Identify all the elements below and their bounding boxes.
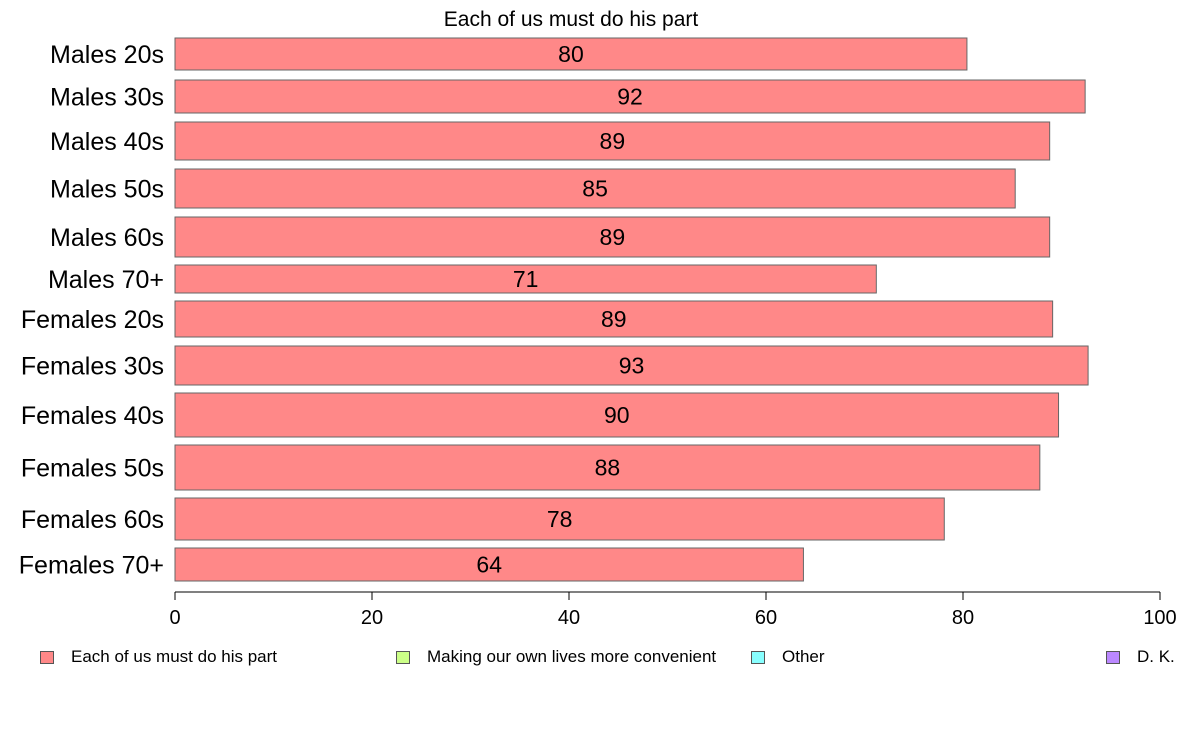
bar (174, 121, 1051, 161)
bar-value-label: 71 (513, 266, 539, 292)
bar-value-label: 93 (619, 353, 645, 379)
legend-swatch (751, 650, 765, 664)
category-label: Females 20s (21, 306, 164, 334)
bar-value-label: 85 (582, 176, 608, 202)
x-tick-label: 60 (755, 607, 777, 629)
category-labels: Males 20s Males 30s Males 40s Males 50s Male… (19, 41, 164, 580)
category-label: Males 70+ (48, 266, 164, 294)
legend-item: D. K. (1106, 647, 1175, 667)
legend: Each of us must do his part Making our o… (0, 647, 1188, 667)
bar (174, 216, 1051, 258)
x-tick-label: 0 (169, 607, 180, 629)
x-tick-label: 40 (558, 607, 580, 629)
legend-label: Each of us must do his part (71, 647, 277, 666)
bar (174, 79, 1086, 114)
bar (174, 497, 945, 541)
bar-value-label: 88 (595, 455, 621, 481)
x-axis: 0 20 40 60 80 100 (169, 591, 1177, 629)
x-tick-label: 20 (361, 607, 383, 629)
category-label: Males 20s (50, 41, 164, 69)
bar-value-label: 80 (558, 41, 584, 67)
bar-value-label: 89 (600, 128, 626, 154)
category-label: Males 30s (50, 84, 164, 112)
category-label: Females 30s (21, 353, 164, 381)
x-tick-label: 80 (952, 607, 974, 629)
bar (174, 444, 1041, 491)
bar (174, 264, 877, 294)
category-label: Females 40s (21, 402, 164, 430)
bar (174, 300, 1054, 338)
bar-value-label: 89 (601, 306, 627, 332)
bar (174, 37, 968, 71)
category-label: Females 70+ (19, 552, 164, 580)
bar-value-label: 90 (604, 402, 630, 428)
category-label: Males 40s (50, 128, 164, 156)
bar (174, 547, 804, 582)
bars-group: 80 92 89 85 89 71 89 93 90 88 78 64 (174, 37, 1089, 582)
legend-swatch (1106, 650, 1120, 664)
bar-value-label: 64 (476, 552, 502, 578)
legend-label: Making our own lives more convenient (427, 647, 717, 666)
x-tick-label: 100 (1143, 607, 1176, 629)
legend-item: Other (751, 647, 825, 667)
bar-value-label: 78 (547, 506, 573, 532)
bar (174, 168, 1016, 209)
legend-label: D. K. (1137, 647, 1175, 666)
bar-value-label: 89 (600, 224, 626, 250)
category-label: Females 60s (21, 506, 164, 534)
bar (174, 392, 1060, 438)
bar-value-label: 92 (617, 84, 643, 110)
chart-title: Each of us must do his part (444, 8, 699, 31)
legend-swatch (396, 650, 410, 664)
legend-item: Making our own lives more convenient (396, 647, 716, 667)
legend-item: Each of us must do his part (40, 647, 277, 667)
category-label: Males 50s (50, 176, 164, 204)
legend-label: Other (782, 647, 825, 666)
category-label: Males 60s (50, 224, 164, 252)
bar (174, 345, 1089, 386)
legend-swatch (40, 650, 54, 664)
category-label: Females 50s (21, 455, 164, 483)
